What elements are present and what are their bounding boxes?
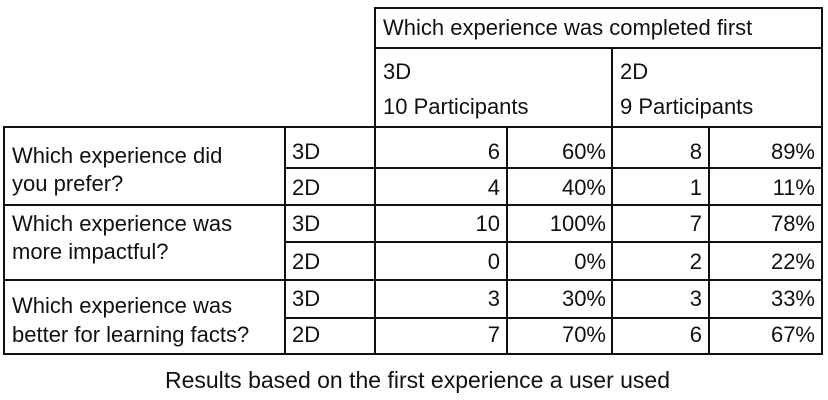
cell-3d-count: 6	[487, 139, 500, 164]
table-caption: Results based on the first experience a …	[164, 367, 670, 393]
question-label-line: better for learning facts?	[12, 322, 250, 347]
column-header-3d-participants: 10 Participants	[383, 94, 529, 119]
option-label: 2D	[292, 249, 321, 274]
cell-3d-percent: 30%	[561, 286, 606, 311]
cell-3d-count: 7	[487, 322, 500, 347]
option-label: 3D	[292, 139, 321, 164]
cell-2d-percent: 22%	[770, 249, 815, 274]
option-label: 3D	[292, 286, 321, 311]
column-header-2d-label: 2D	[620, 59, 649, 84]
cell-2d-percent: 89%	[770, 139, 815, 164]
cell-2d-count: 8	[689, 139, 702, 164]
column-header-3d-label: 3D	[383, 59, 412, 84]
cell-3d-count: 0	[487, 249, 500, 274]
group-header: Which experience was completed first	[383, 15, 753, 40]
cell-3d-percent: 100%	[549, 211, 606, 236]
column-header-2d-participants: 9 Participants	[620, 94, 754, 119]
cell-3d-percent: 0%	[574, 249, 606, 274]
cell-3d-count: 3	[487, 286, 500, 311]
cell-3d-count: 10	[475, 211, 500, 236]
cell-2d-count: 2	[689, 249, 702, 274]
cell-3d-percent: 60%	[561, 139, 606, 164]
cell-2d-count: 7	[689, 211, 702, 236]
option-label: 2D	[292, 322, 321, 347]
question-label-line: Which experience did	[12, 143, 223, 168]
cell-2d-percent: 78%	[770, 211, 815, 236]
cell-2d-percent: 11%	[772, 175, 815, 200]
option-label: 3D	[292, 211, 321, 236]
cell-2d-percent: 33%	[770, 286, 815, 311]
question-label-line: more impactful?	[12, 239, 169, 264]
cell-2d-count: 1	[689, 175, 702, 200]
cell-2d-percent: 67%	[770, 322, 815, 347]
cell-2d-count: 6	[689, 322, 702, 347]
cell-3d-percent: 70%	[561, 322, 606, 347]
question-label-line: Which experience was	[12, 211, 233, 236]
cell-3d-percent: 40%	[561, 175, 606, 200]
question-label-line: you prefer?	[12, 171, 124, 196]
cell-3d-count: 4	[487, 175, 500, 200]
option-label: 2D	[292, 175, 321, 200]
cell-2d-count: 3	[689, 286, 702, 311]
question-label-line: Which experience was	[12, 293, 233, 318]
